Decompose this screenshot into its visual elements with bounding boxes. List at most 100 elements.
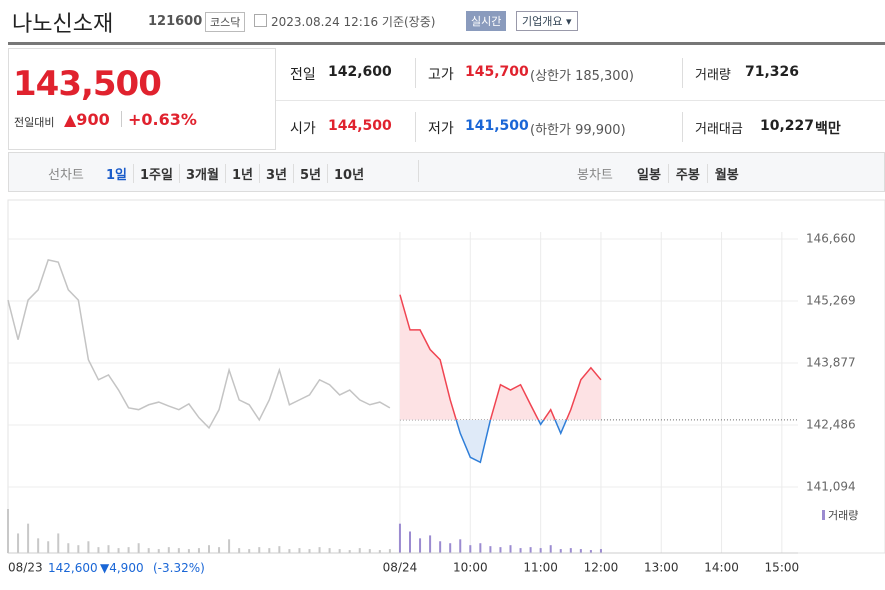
sep — [418, 160, 419, 182]
volume-bar — [27, 523, 30, 553]
sep — [682, 112, 683, 142]
volume-bar — [419, 538, 422, 553]
stat-limit: (상한가 185,300) — [530, 69, 634, 84]
volume-bar — [137, 543, 140, 553]
volume-bar — [549, 545, 552, 553]
calendar-icon — [254, 14, 267, 27]
volume-bar — [519, 548, 522, 553]
stat-value: 142,600 — [328, 64, 392, 80]
realtime-button[interactable]: 실시간 — [466, 11, 507, 31]
volume-bar — [278, 546, 281, 553]
volume-bar — [479, 543, 482, 553]
volume-bar — [338, 549, 341, 553]
volume-legend: 거래량 — [828, 509, 858, 522]
volume-bar — [208, 545, 210, 553]
stat-label: 거래대금 — [695, 122, 743, 137]
market-badge: 코스닥 — [205, 12, 246, 32]
tab[interactable]: 일봉 — [637, 168, 661, 183]
tab[interactable]: 주봉 — [667, 164, 707, 183]
stat-label: 시가 — [290, 121, 316, 137]
stat-limit: (하한가 99,900) — [530, 123, 626, 138]
volume-bar — [459, 539, 462, 553]
stat-label: 전일 — [290, 67, 316, 83]
stat-value: 144,500 — [328, 118, 392, 134]
area-down — [456, 419, 567, 463]
period-tabs: 1일 1주일 3개월 1년 3년 5년 10년 — [100, 164, 370, 183]
volume-bar — [147, 548, 150, 553]
tab[interactable]: 월봉 — [706, 164, 746, 183]
volume-bar — [298, 548, 301, 553]
x-tick-label: 15:00 — [765, 561, 800, 575]
x-tick-label: 12:00 — [584, 561, 619, 575]
tab[interactable]: 10년 — [327, 164, 370, 183]
volume-bar — [258, 547, 261, 553]
volume-bar — [97, 547, 100, 553]
volume-bar — [589, 550, 592, 553]
y-tick-label: 141,094 — [806, 480, 856, 494]
volume-bar — [388, 549, 391, 553]
volume-bar — [509, 545, 512, 553]
tab[interactable]: 1년 — [224, 164, 259, 183]
volume-bar — [368, 549, 371, 553]
x-tick-label: 10:00 — [453, 561, 488, 575]
volume-bar — [228, 539, 231, 553]
volume-bar — [107, 545, 110, 553]
volume-bar — [499, 547, 502, 553]
volume-bar — [268, 548, 271, 553]
tab[interactable]: 3개월 — [178, 164, 225, 183]
tab[interactable]: 1주일 — [133, 164, 179, 183]
stat-value: 141,500 — [465, 118, 529, 134]
change-value: ▲900 — [64, 110, 110, 129]
volume-bar — [57, 533, 60, 553]
volume-bar — [127, 547, 130, 553]
sep — [415, 58, 416, 88]
volume-bar — [117, 548, 120, 553]
datetime: 2023.08.24 12:16 기준(장중) — [271, 15, 436, 29]
tab-label: 봉차트 — [577, 168, 613, 183]
overview-button[interactable]: 기업개요 ▾ — [516, 11, 578, 31]
volume-bar — [579, 549, 582, 553]
volume-legend-swatch — [822, 510, 825, 520]
volume-bar — [328, 548, 331, 553]
chart-frame — [7, 199, 885, 554]
volume-bar — [308, 549, 311, 553]
tab-bar — [8, 152, 885, 192]
tab[interactable]: 5년 — [292, 164, 327, 183]
divider — [8, 42, 885, 45]
volume-bar — [288, 549, 291, 553]
volume-bar — [439, 541, 442, 553]
stat-label: 거래량 — [695, 68, 731, 83]
x-tick-label: 08/23 — [8, 561, 43, 575]
x-tick-label: 11:00 — [523, 561, 558, 575]
tab-label: 선차트 — [48, 168, 84, 183]
stock-name: 나노신소재 — [12, 12, 114, 37]
tab[interactable]: 1일 — [106, 168, 128, 183]
sep — [415, 112, 416, 142]
stat-value: 10,227 — [760, 118, 815, 134]
change-label: 전일대비 — [14, 116, 55, 129]
y-tick-label: 146,660 — [806, 231, 856, 245]
stat-label: 저가 — [428, 121, 454, 137]
volume-bar — [318, 547, 321, 553]
volume-bar — [167, 547, 170, 553]
x-tick-label: 13:00 — [644, 561, 679, 575]
volume-bar — [197, 548, 200, 553]
volume-bar — [559, 549, 562, 553]
volume-bar — [47, 541, 50, 553]
tab[interactable]: 3년 — [258, 164, 293, 183]
volume-bar — [398, 523, 401, 553]
price-box — [8, 48, 276, 150]
volume-bar — [248, 549, 251, 553]
stock-code: 121600 — [148, 14, 203, 29]
volume-bar — [348, 550, 351, 553]
volume-bar — [599, 549, 602, 553]
volume-bar — [409, 531, 411, 553]
candle-tabs: 일봉 주봉 월봉 — [630, 164, 746, 183]
stat-value: 71,326 — [745, 64, 800, 80]
stat-unit: 백만 — [815, 121, 841, 137]
volume-bar — [529, 547, 532, 553]
volume-bar — [358, 548, 361, 553]
